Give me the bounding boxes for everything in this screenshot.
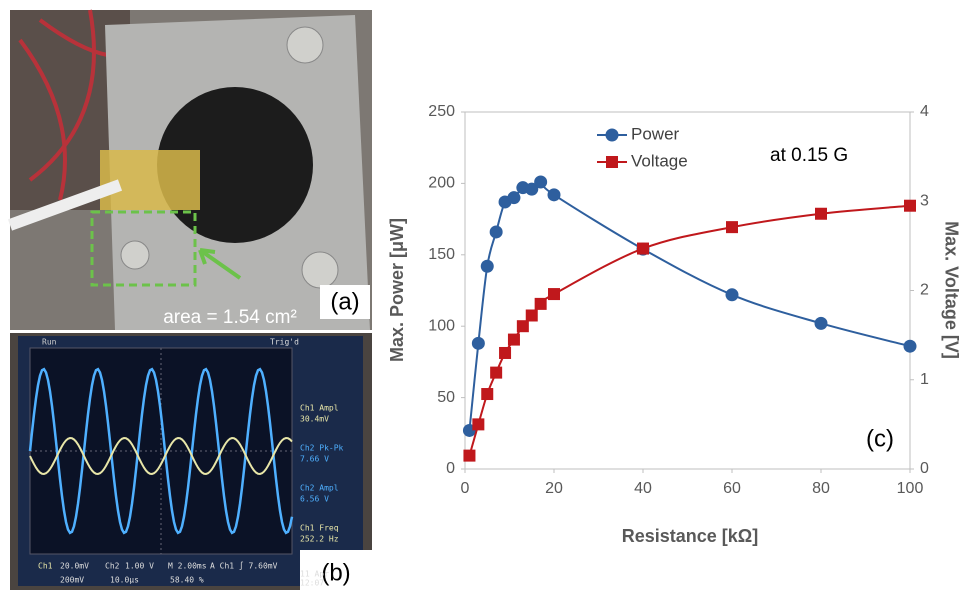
scope-trace <box>29 437 293 475</box>
legend-label: Power <box>631 124 680 143</box>
scope-trace <box>28 367 294 535</box>
scope-footer: 12:07 <box>300 579 324 588</box>
data-point <box>815 207 827 220</box>
data-point <box>507 333 520 346</box>
x-tick-label: 80 <box>812 480 830 497</box>
y2-axis-label: Max. Voltage [V] <box>941 221 961 359</box>
y2-tick-label: 3 <box>920 192 929 209</box>
data-point <box>516 320 529 333</box>
x-tick-label: 40 <box>634 480 652 497</box>
arrow <box>198 248 242 280</box>
scope-footer: A Ch1 ∫ 7.60mV <box>210 562 278 571</box>
panel-label: (b) <box>321 559 350 586</box>
scope-footer: 11 Apr <box>300 570 329 579</box>
scope-header: Run <box>42 338 57 347</box>
scope-readout: Ch1 Freq <box>300 524 339 533</box>
scope-footer: 58.40 % <box>170 576 204 585</box>
data-point <box>525 309 538 322</box>
bolt <box>301 251 339 289</box>
y-tick-label: 200 <box>428 175 455 192</box>
scope-readout: 6.56 V <box>300 495 329 504</box>
data-point <box>463 449 476 462</box>
y2-tick-label: 1 <box>920 371 929 388</box>
scope-readout: Ch2 Pk-Pk <box>300 444 344 453</box>
data-point <box>525 182 539 196</box>
holder <box>7 179 123 231</box>
data-point <box>726 221 738 234</box>
data-point <box>471 336 485 350</box>
scope-header: Trig'd <box>270 338 299 347</box>
data-point <box>507 191 521 205</box>
data-point <box>489 225 503 239</box>
data-point <box>481 388 494 401</box>
scope-readout: 7.66 V <box>300 455 329 464</box>
x-tick-label: 100 <box>897 480 924 497</box>
data-point <box>480 259 494 273</box>
x-axis-label: Resistance [kΩ] <box>622 526 759 546</box>
y2-tick-label: 4 <box>920 103 929 120</box>
scope-footer: 200mV <box>60 576 84 585</box>
scope-footer: Ch2 <box>105 562 120 571</box>
series-line <box>468 204 911 456</box>
panel-label: (a) <box>330 288 359 315</box>
scope-readout: Ch1 Ampl <box>300 404 339 413</box>
bolt <box>120 240 150 270</box>
y2-tick-label: 2 <box>920 282 929 299</box>
data-point <box>472 418 485 431</box>
area-box <box>90 210 197 287</box>
data-point <box>904 199 916 212</box>
y2-tick-label: 0 <box>920 460 929 477</box>
area-text: area = 1.54 cm² <box>163 307 297 328</box>
data-point <box>903 339 917 353</box>
y-tick-label: 0 <box>446 460 455 477</box>
chart: at 0.15 G (c) Resistance [kΩ] Max. Power… <box>387 103 962 546</box>
scope-readout: Ch2 Ampl <box>300 484 339 493</box>
scope-footer: 20.0mV <box>60 562 89 571</box>
y-tick-label: 50 <box>437 389 455 406</box>
scope-footer: 1.00 V <box>125 562 154 571</box>
annotation: at 0.15 G <box>770 145 848 166</box>
data-point <box>534 175 548 189</box>
device <box>100 150 200 210</box>
x-tick-label: 0 <box>461 480 470 497</box>
y-tick-label: 250 <box>428 103 455 120</box>
data-point <box>534 297 547 310</box>
y-tick-label: 100 <box>428 317 455 334</box>
photo-b: (b) Run Trig'd Ch1 Ampl 30.4mV Ch2 Pk-Pk 7.66… <box>10 333 372 590</box>
data-point <box>547 188 561 202</box>
x-tick-label: 20 <box>545 480 563 497</box>
bolt <box>286 26 324 64</box>
data-point <box>548 288 560 301</box>
scope-footer: Ch1 <box>38 562 53 571</box>
scope-readout: 252.2 Hz <box>300 535 339 544</box>
legend-label: Voltage <box>631 151 688 170</box>
label-box <box>320 285 370 319</box>
data-point <box>499 346 512 359</box>
data-point <box>490 366 503 379</box>
panel-label: (c) <box>866 425 894 452</box>
data-point <box>725 288 739 302</box>
scope-axis <box>30 348 292 554</box>
scope-footer: M 2.00ms <box>168 562 207 571</box>
scope-readout: 30.4mV <box>300 415 329 424</box>
y-tick-label: 150 <box>428 246 455 263</box>
photo-a: area = 1.54 cm² (a) <box>7 9 372 330</box>
legend-marker <box>605 128 619 142</box>
scope-footer: 10.0µs <box>110 576 139 585</box>
legend-marker <box>606 156 618 168</box>
data-point <box>814 316 828 330</box>
y-axis-label: Max. Power [μW] <box>387 218 407 362</box>
x-tick-label: 60 <box>723 480 741 497</box>
data-point <box>637 242 649 255</box>
label-box <box>300 550 372 590</box>
